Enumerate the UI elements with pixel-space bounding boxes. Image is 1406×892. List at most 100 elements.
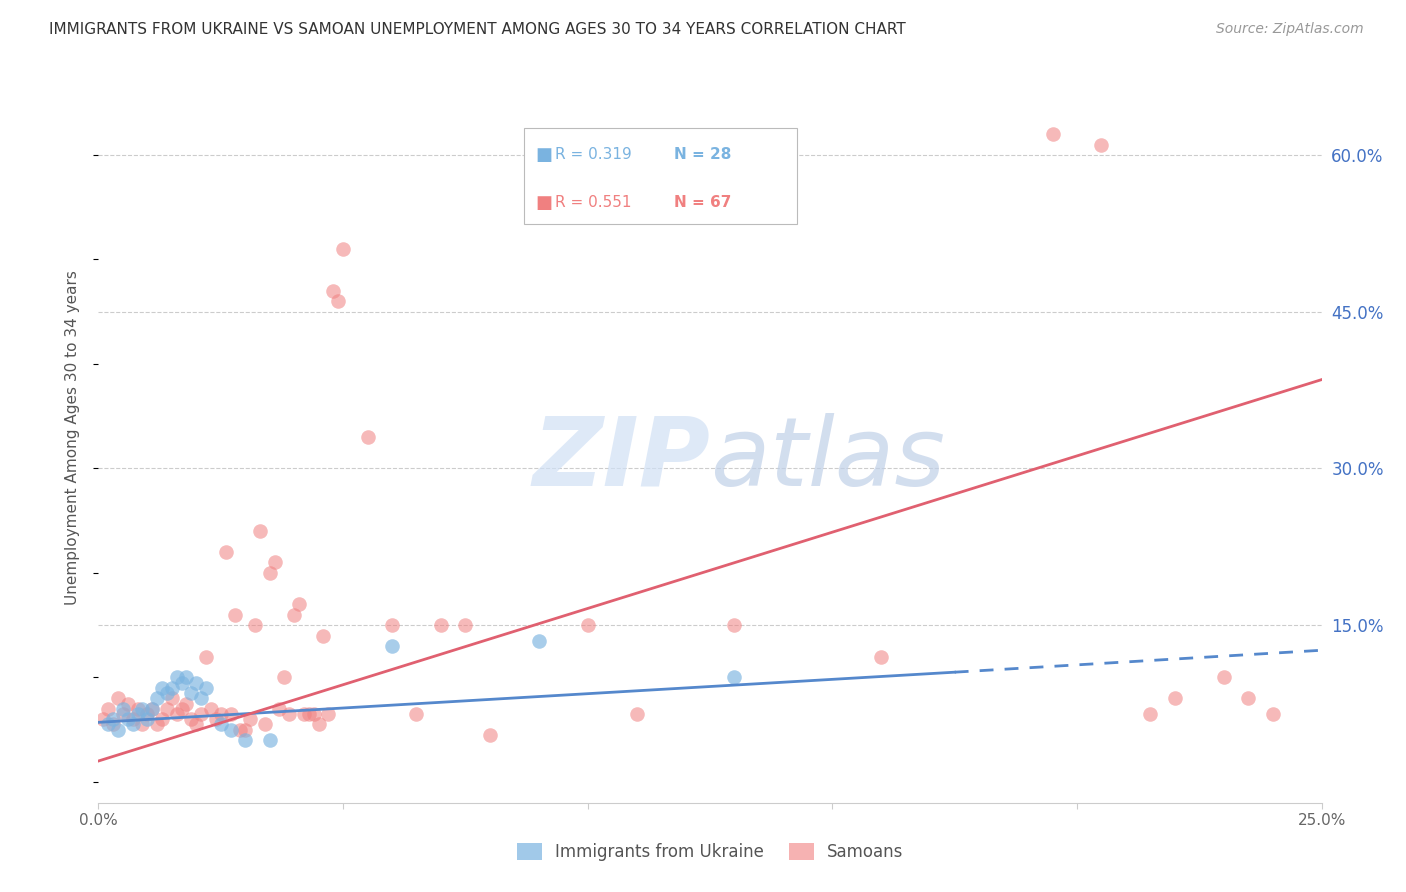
Point [146,691,169,706]
Point [243,618,266,632]
Point [156,702,179,716]
Point [288,597,311,611]
Point [1139,706,1161,721]
Point [97,717,120,731]
Point [308,717,330,731]
Point [146,717,169,731]
Point [91,712,114,726]
Point [166,706,188,721]
Point [219,723,242,737]
Point [121,712,143,726]
Point [312,629,335,643]
Point [150,712,173,726]
Point [233,723,256,737]
Point [156,686,179,700]
Point [381,618,404,632]
Point [1164,691,1187,706]
Point [229,723,252,737]
Point [176,670,198,684]
Point [131,717,153,731]
Text: R = 0.319: R = 0.319 [555,147,633,162]
Point [356,430,378,444]
Text: ZIP: ZIP [531,412,710,506]
Point [269,702,291,716]
Point [186,717,208,731]
Point [283,607,305,622]
Point [259,733,281,747]
Point [478,728,501,742]
Point [576,618,599,632]
Point [723,670,745,684]
Point [249,524,271,538]
Point [136,706,159,721]
Point [1261,706,1284,721]
Point [101,717,124,731]
Point [111,702,134,716]
Point [200,702,222,716]
Text: IMMIGRANTS FROM UKRAINE VS SAMOAN UNEMPLOYMENT AMONG AGES 30 TO 34 YEARS CORRELA: IMMIGRANTS FROM UKRAINE VS SAMOAN UNEMPL… [49,22,905,37]
Point [273,670,295,684]
Point [1237,691,1260,706]
Text: ■: ■ [536,194,553,211]
Point [298,706,321,721]
Point [454,618,477,632]
Point [111,706,134,721]
Point [195,681,218,695]
Point [107,723,129,737]
Point [405,706,427,721]
Point [136,712,159,726]
Point [209,706,232,721]
Point [150,681,173,695]
Point [131,702,153,716]
Point [870,649,893,664]
Point [239,712,262,726]
Text: Source: ZipAtlas.com: Source: ZipAtlas.com [1216,22,1364,37]
Point [224,607,246,622]
Point [219,706,242,721]
Point [170,675,193,690]
Point [180,712,202,726]
Point [97,702,120,716]
Point [328,294,350,309]
Point [209,717,232,731]
Point [141,702,163,716]
Point [1212,670,1234,684]
Point [322,284,344,298]
Point [127,702,149,716]
Point [117,697,139,711]
Point [233,733,256,747]
Point [121,717,143,731]
Point [1042,127,1064,141]
Point [107,691,129,706]
Point [527,633,550,648]
Point [1090,137,1112,152]
Point [292,706,315,721]
Point [332,242,354,256]
Point [626,706,648,721]
Text: atlas: atlas [710,412,945,506]
Point [190,691,212,706]
Point [160,691,183,706]
Point [723,618,745,632]
Point [141,702,163,716]
Text: ■: ■ [536,145,553,163]
Point [205,712,228,726]
Point [170,702,193,716]
Point [166,670,188,684]
Point [176,697,198,711]
Point [278,706,301,721]
Text: R = 0.551: R = 0.551 [555,195,631,211]
Point [430,618,453,632]
Point [302,706,325,721]
Point [214,545,236,559]
Point [101,712,124,726]
Point [381,639,404,653]
Text: N = 67: N = 67 [675,195,731,211]
Text: N = 28: N = 28 [675,147,731,162]
Legend: Immigrants from Ukraine, Samoans: Immigrants from Ukraine, Samoans [510,836,910,868]
Point [259,566,281,580]
Point [195,649,218,664]
Point [190,706,212,721]
Point [186,675,208,690]
Point [318,706,340,721]
